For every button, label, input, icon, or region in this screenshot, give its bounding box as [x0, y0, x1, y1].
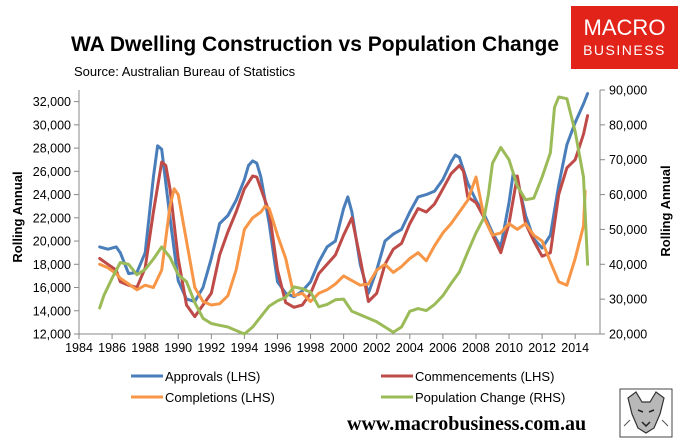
x-tick-label: 1990 [164, 341, 192, 355]
logo-box [571, 6, 678, 69]
y-left-tick-label: 20,000 [33, 235, 71, 249]
y-right-tick-label: 60,000 [609, 188, 647, 202]
y-right-tick-label: 90,000 [609, 84, 647, 98]
legend-label-completions: Completions (LHS) [165, 390, 275, 405]
y-axis-right-label: Rolling Annual [658, 165, 673, 256]
x-tick-label: 1986 [98, 341, 126, 355]
website-url: www.macrobusiness.com.au [347, 413, 586, 435]
chart-title: WA Dwelling Construction vs Population C… [71, 33, 559, 56]
series-lines [98, 92, 590, 336]
x-tick-label: 2002 [363, 341, 391, 355]
x-tick-label: 2010 [495, 341, 523, 355]
x-tick-label: 2014 [561, 341, 589, 355]
y-left-tick-label: 24,000 [33, 188, 71, 202]
x-tick-label: 1992 [197, 341, 225, 355]
y-left-tick-label: 28,000 [33, 142, 71, 156]
y-right-ticks: 20,000 30,000 40,000 50,000 60,000 70,000 80,0… [600, 84, 647, 342]
y-right-tick-label: 80,000 [609, 118, 647, 132]
legend-label-population: Population Change (RHS) [415, 390, 565, 405]
y-left-tick-label: 12,000 [33, 328, 71, 342]
logo-line1: MACRO [584, 15, 666, 40]
x-tick-label: 1984 [65, 341, 93, 355]
x-ticks: 1984 1986 1988 1990 1992 1994 1996 1998 2000 2002… [65, 334, 589, 355]
y-right-tick-label: 70,000 [609, 153, 647, 167]
y-right-tick-label: 20,000 [609, 328, 647, 342]
y-right-tick-label: 30,000 [609, 293, 647, 307]
series-approvals [98, 92, 590, 303]
x-tick-label: 1994 [230, 341, 258, 355]
y-left-tick-label: 22,000 [33, 211, 71, 225]
chart-subtitle: Source: Australian Bureau of Statistics [74, 64, 296, 79]
x-tick-label: 2004 [396, 341, 424, 355]
y-left-tick-label: 16,000 [33, 281, 71, 295]
series-completions [98, 175, 587, 307]
macrobusiness-logo: MACRO BUSINESS [571, 6, 678, 69]
y-left-ticks: 12,000 14,000 16,000 18,000 20,000 22,000 24,0… [33, 95, 79, 342]
x-tick-label: 1988 [131, 341, 159, 355]
y-left-tick-label: 30,000 [33, 118, 71, 132]
series-commencements [98, 114, 590, 319]
y-left-tick-label: 18,000 [33, 258, 71, 272]
legend: Approvals (LHS) Commencements (LHS) Comp… [131, 369, 565, 405]
x-tick-label: 1998 [297, 341, 325, 355]
y-axis-left-label: Rolling Annual [10, 171, 25, 262]
axes [78, 90, 601, 335]
x-tick-label: 2000 [330, 341, 358, 355]
y-left-tick-label: 26,000 [33, 165, 71, 179]
y-left-tick-label: 32,000 [33, 95, 71, 109]
legend-label-approvals: Approvals (LHS) [165, 369, 260, 384]
logo-line2: BUSINESS [583, 42, 666, 58]
y-left-tick-label: 14,000 [33, 304, 71, 318]
y-right-tick-label: 40,000 [609, 258, 647, 272]
x-tick-label: 2008 [462, 341, 490, 355]
legend-label-commencements: Commencements (LHS) [415, 369, 554, 384]
x-tick-label: 2006 [429, 341, 457, 355]
y-right-tick-label: 50,000 [609, 223, 647, 237]
wolf-icon [619, 388, 673, 438]
x-tick-label: 2012 [528, 341, 556, 355]
x-tick-label: 1996 [264, 341, 292, 355]
series-population-change [98, 95, 590, 336]
